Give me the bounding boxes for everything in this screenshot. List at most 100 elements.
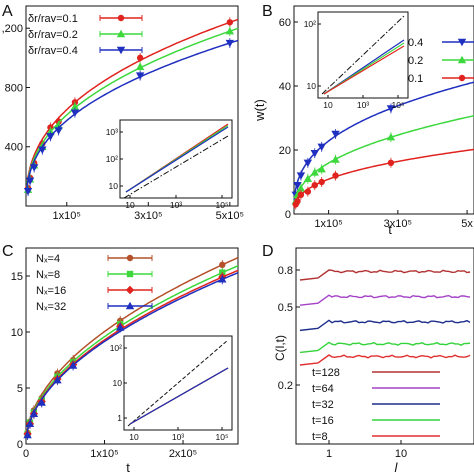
data-point [116, 323, 125, 331]
data-point [296, 184, 306, 192]
legend-marker [125, 301, 135, 310]
inset-reference-line [321, 15, 405, 95]
legend-marker [457, 55, 467, 64]
inset-y-tick-label: 1 [117, 413, 122, 423]
inset-x-tick-label: 10³ [357, 100, 369, 110]
data-point [70, 102, 80, 110]
y-tick-label: 10 [11, 327, 23, 339]
data-point [29, 164, 39, 172]
data-point [37, 398, 46, 406]
data-point [331, 130, 340, 139]
y-tick-label: 60 [279, 17, 291, 29]
data-point [332, 172, 339, 179]
panel-b-xlabel: t [388, 222, 392, 237]
inset-x-tick-label: 10 [125, 200, 135, 210]
inset-series-line [125, 126, 229, 193]
data-point [46, 133, 55, 141]
legend-label: δr/rav=0.4 [28, 45, 78, 57]
data-point [25, 419, 35, 428]
data-point [311, 182, 318, 189]
panel-label-d: D [262, 243, 274, 260]
legend-marker [457, 38, 467, 47]
inset-y-tick-label: 10 [307, 81, 317, 91]
inset-y-tick-label: 10 [109, 181, 119, 191]
legend-label: t=16 [312, 415, 334, 427]
x-tick-label: 3x10⁵ [384, 218, 412, 230]
y-tick-label: 800 [5, 82, 23, 94]
y-tick-label: 0 [285, 209, 291, 221]
panel-d-xlabel: l [395, 460, 399, 474]
x-tick-label: 1x10⁵ [314, 218, 342, 230]
inset-series-line [129, 367, 229, 425]
data-point [331, 155, 340, 163]
inset-reference-line [123, 135, 229, 199]
data-point [318, 178, 325, 186]
x-tick-label: 5x [461, 218, 473, 230]
legend-label: δr/rav=0.2 [28, 29, 78, 41]
y-tick-label: 0 [17, 439, 23, 451]
data-point [317, 143, 326, 151]
y-tick-label: 40 [279, 81, 291, 93]
legend-label: 0.4 [408, 37, 423, 49]
legend-label: Nₓ=4 [36, 253, 60, 265]
panel-c-xlabel: t [126, 460, 130, 474]
data-point [304, 188, 312, 195]
inset-series-line [323, 45, 405, 95]
panel-b-frame [293, 5, 474, 215]
inset-y-tick-label: 10² [110, 343, 122, 353]
data-point [296, 172, 306, 180]
inset-y-tick-label: 10 [113, 378, 123, 388]
panel-d-ylabel: C(l,t) [273, 335, 287, 361]
data-point [54, 127, 63, 135]
data-point [303, 159, 313, 167]
y-tick-label: 0.2 [278, 380, 293, 392]
series-line [299, 354, 471, 366]
chart-panels: 1x10⁵ 3x10⁵ 5x10⁵400800,200δr/rav=0.1δr/ra… [2, 5, 474, 460]
data-point [310, 168, 319, 176]
series-line [25, 39, 239, 193]
data-point [135, 72, 145, 80]
legend-marker [126, 254, 134, 262]
legend-label: t=8 [312, 431, 328, 443]
inset-y-tick-label: 10² [106, 154, 118, 164]
panel-d-frame [295, 247, 474, 445]
inset-x-tick-label: 10 [129, 432, 139, 442]
legend-label: t=64 [312, 383, 334, 395]
data-point [218, 275, 227, 283]
legend-marker [116, 46, 126, 55]
y-tick-label: 0.5 [278, 302, 293, 314]
legend-label: Nₓ=32 [36, 301, 66, 313]
inset-x-tick-label: 10³ [170, 200, 182, 210]
series-line [299, 269, 471, 281]
y-tick-label: 20 [279, 145, 291, 157]
data-point [386, 105, 396, 113]
data-point [38, 146, 47, 154]
x-tick-label: 1x10⁵ [53, 210, 81, 222]
y-tick-label: 400 [5, 142, 23, 154]
legend-marker [458, 74, 466, 82]
inset-reference-line [127, 339, 229, 427]
legend-marker [117, 14, 125, 22]
panel-label-c: C [2, 243, 14, 260]
inset-x-tick-label: 10⁵ [216, 200, 229, 210]
legend-label: 0.1 [408, 73, 423, 85]
data-point [225, 39, 235, 48]
legend-label: 0.2 [408, 55, 423, 67]
data-point [68, 361, 78, 369]
legend-label: Nₓ=8 [36, 269, 60, 281]
legend-marker [125, 285, 135, 295]
data-point [23, 187, 33, 196]
data-point [136, 54, 144, 62]
data-point [297, 191, 305, 198]
x-tick-label: 10 [395, 448, 407, 460]
legend-label: Nₓ=16 [36, 285, 66, 297]
data-point [225, 26, 235, 35]
legend-marker [116, 29, 126, 38]
legend-label: t=128 [312, 367, 340, 379]
panel-b-ylabel: w(t) [252, 99, 267, 122]
legend-marker [126, 270, 134, 278]
inset-x-tick-label: 10⁵ [392, 100, 405, 110]
series-line [293, 114, 474, 206]
inset-x-tick-label: 10³ [172, 432, 184, 442]
